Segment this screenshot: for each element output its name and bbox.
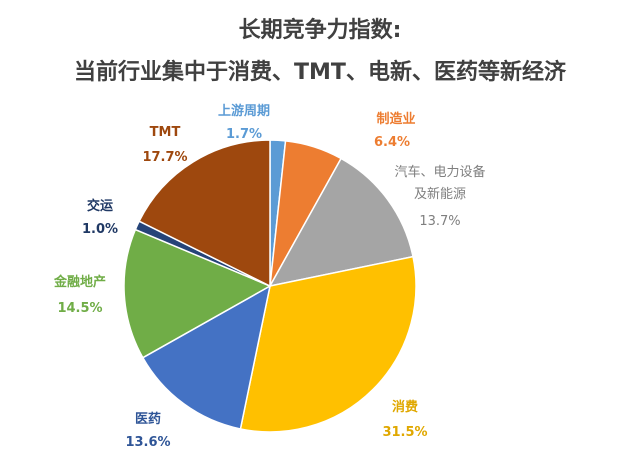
value-label: 14.5% <box>57 301 103 316</box>
slice-label: 消费 <box>391 400 419 415</box>
chart-subtitle: 当前行业集中于消费、TMT、电新、医药等新经济 <box>74 60 566 85</box>
pie-slice <box>268 157 414 288</box>
chart-title: 长期竞争力指数: <box>238 18 402 43</box>
pie-slice <box>123 228 272 359</box>
value-label: 1.7% <box>225 127 263 142</box>
pie-slice <box>141 284 272 430</box>
value-label: 1.0% <box>81 222 119 237</box>
slice-label: 交运 <box>86 199 114 214</box>
pie-slice <box>138 139 271 288</box>
value-label: 31.5% <box>382 425 428 440</box>
slice-label: TMT <box>149 125 181 140</box>
slice-label: 医药 <box>134 412 162 427</box>
slice-label: 上游周期 <box>217 104 271 119</box>
slice-label: 制造业 <box>376 112 416 127</box>
slice-label: 汽车、电力设备 及新能源 <box>394 165 486 202</box>
value-label: 17.7% <box>142 150 188 165</box>
slice-label: 金融地产 <box>53 275 107 290</box>
pie-slice <box>239 255 417 433</box>
value-label: 13.7% <box>419 214 461 229</box>
value-label: 13.6% <box>125 435 171 450</box>
value-label: 6.4% <box>373 135 411 150</box>
